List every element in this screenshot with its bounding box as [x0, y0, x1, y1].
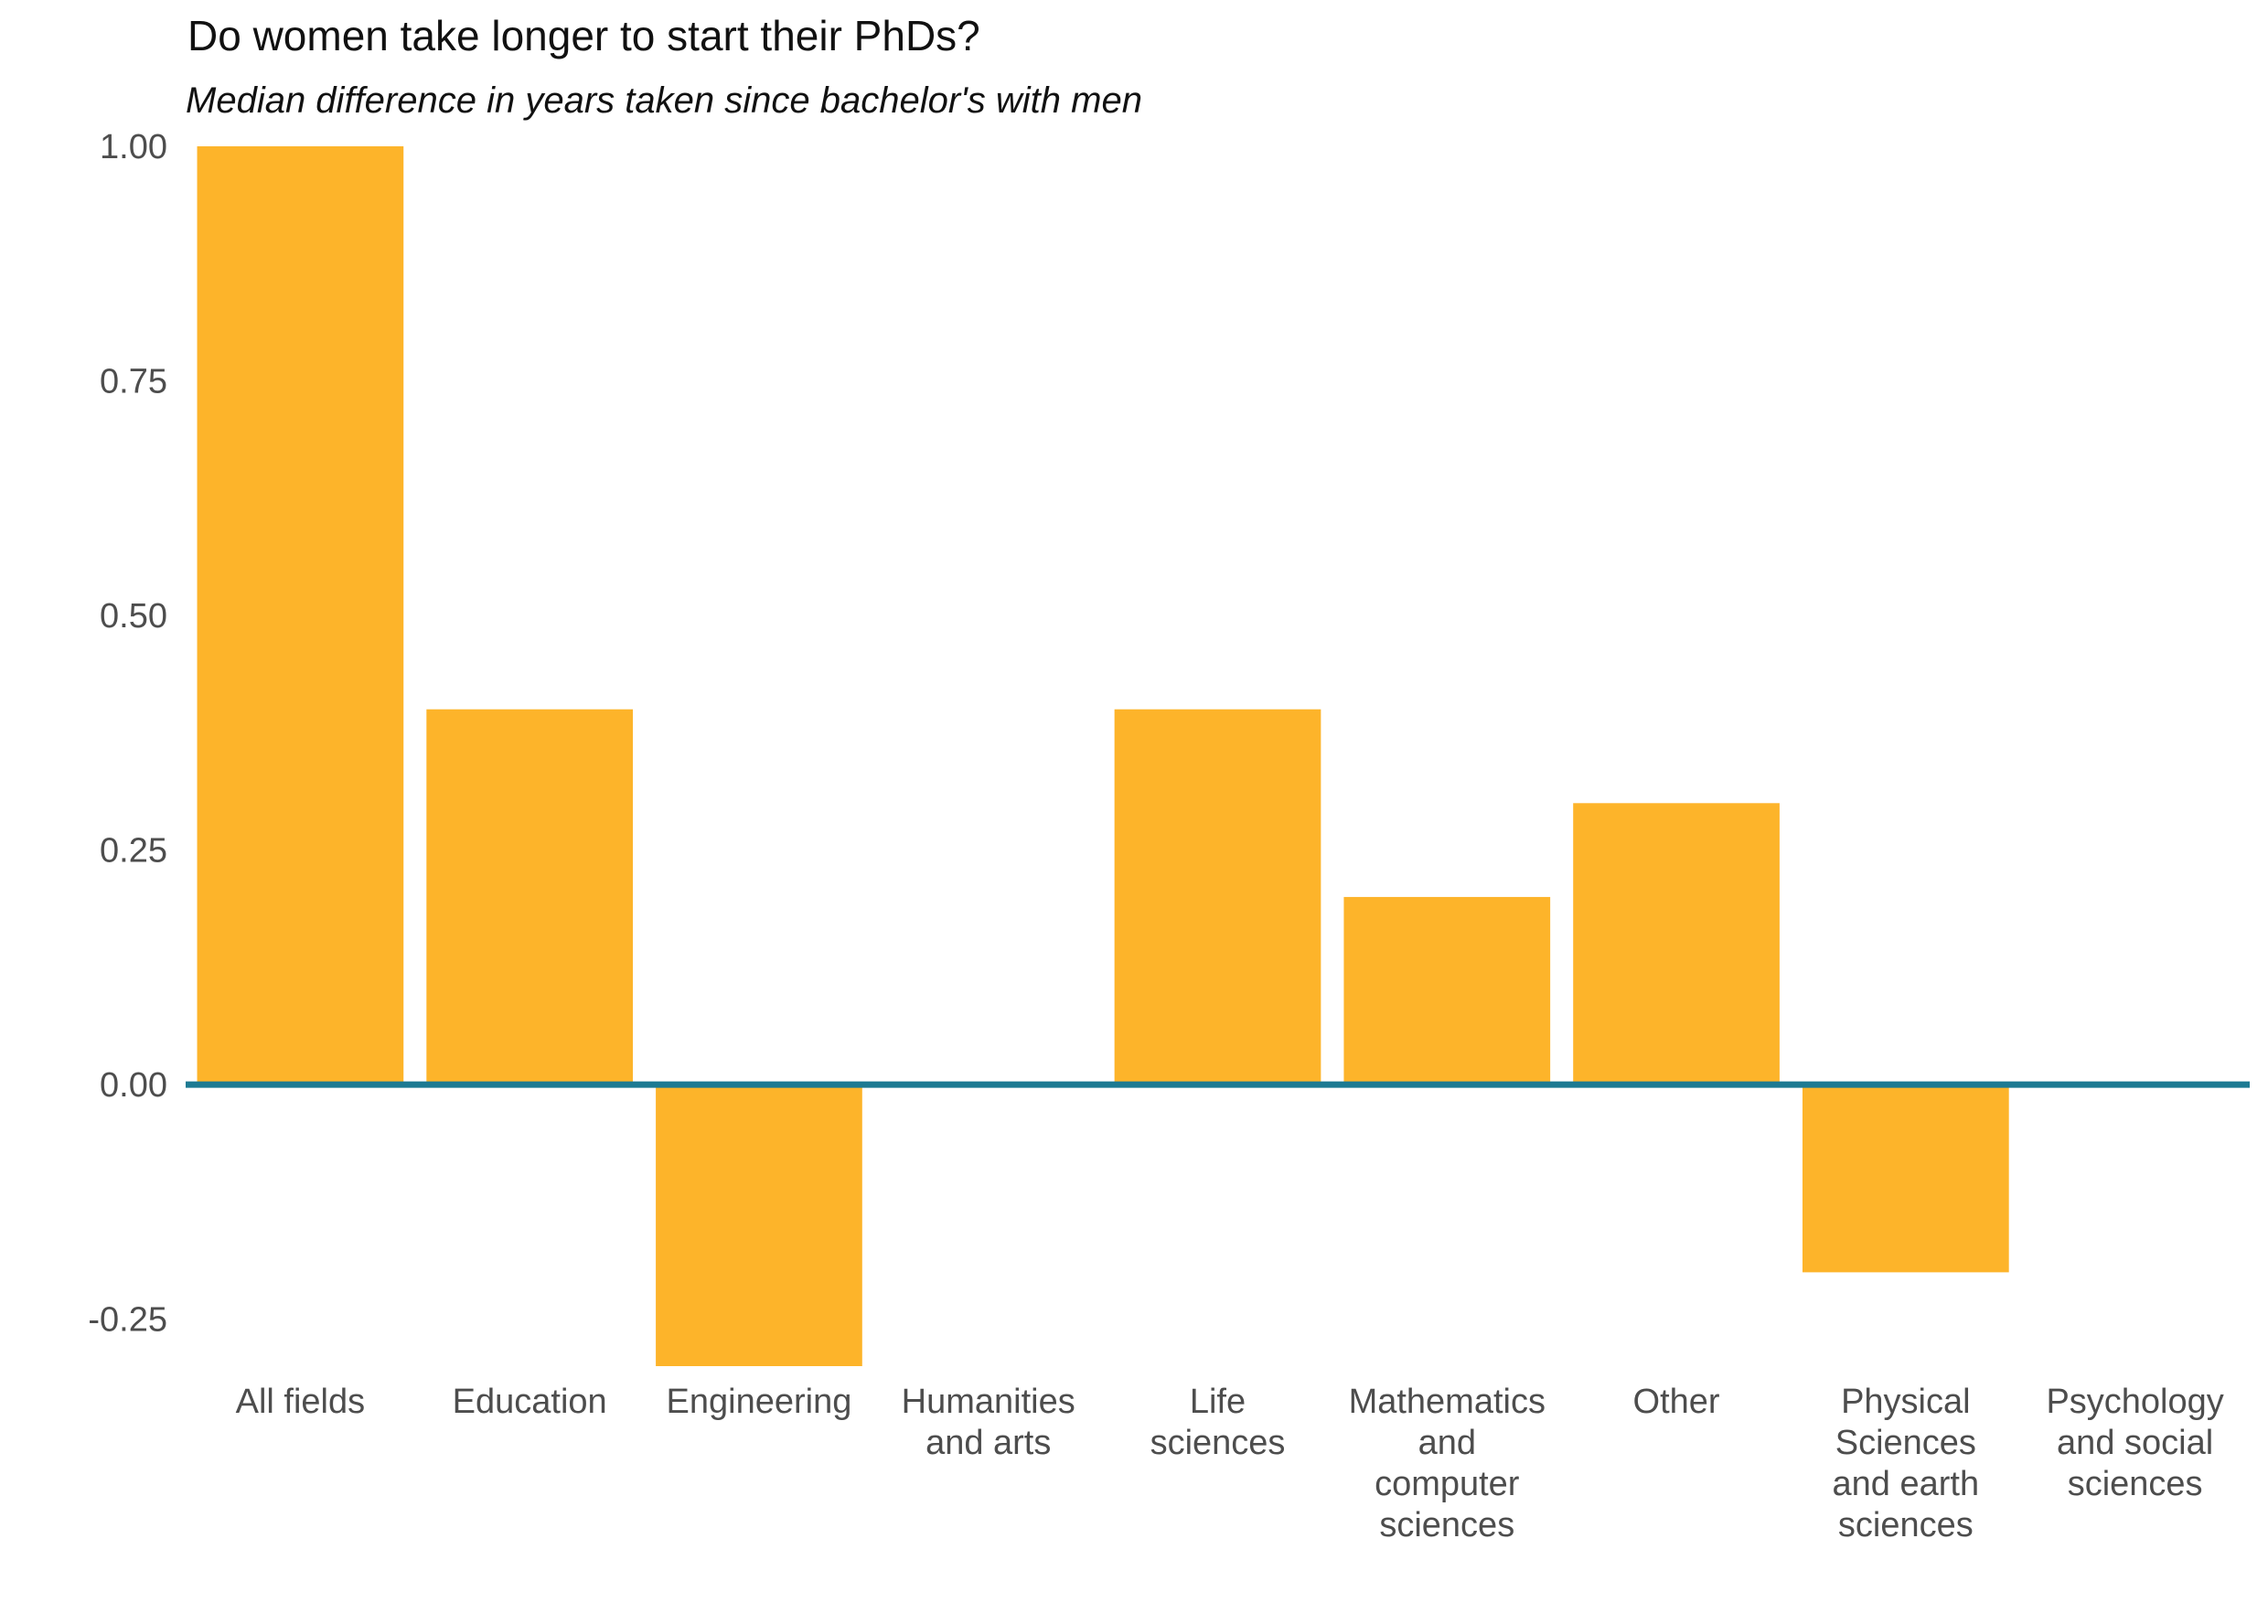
y-tick-label: 0.00 — [100, 1066, 167, 1105]
x-tick-label: All fields — [236, 1383, 366, 1421]
x-tick-label-line: and arts — [925, 1424, 1051, 1462]
y-tick-label: 0.25 — [100, 832, 167, 871]
y-axis-tick-labels: 1.00 0.75 0.50 0.25 0.00 -0.25 — [88, 128, 167, 1340]
x-tick-label-line: Physical — [1841, 1383, 1971, 1421]
x-tick-label: Life sciences — [1150, 1383, 1286, 1462]
x-tick-label-line: and earth — [1833, 1465, 1980, 1503]
x-tick-label: Physical Sciences and earth sciences — [1833, 1383, 1980, 1544]
x-tick-label: Engineering — [667, 1383, 852, 1421]
x-tick-label-line: sciences — [1379, 1506, 1514, 1544]
bars-group — [197, 146, 2009, 1366]
x-tick-label-line: computer — [1375, 1465, 1520, 1503]
x-tick-label: Education — [453, 1383, 607, 1421]
x-axis-category-labels: All fields Education Engineering Humanities… — [236, 1383, 2224, 1544]
x-tick-label-line: sciences — [1838, 1506, 1974, 1544]
y-tick-label: 1.00 — [100, 128, 167, 166]
bar — [1573, 803, 1780, 1085]
y-tick-label: -0.25 — [88, 1301, 167, 1340]
x-tick-label: Other — [1633, 1383, 1720, 1421]
y-tick-label: 0.75 — [100, 363, 167, 401]
x-tick-label-line: All fields — [236, 1383, 366, 1421]
x-tick-label: Mathematics and computer sciences — [1349, 1383, 1546, 1544]
x-tick-label-line: Education — [453, 1383, 607, 1421]
x-tick-label-line: Mathematics — [1349, 1383, 1546, 1421]
bar — [426, 709, 634, 1085]
x-tick-label-line: and — [1418, 1424, 1476, 1462]
x-tick-label-line: sciences — [1150, 1424, 1286, 1462]
x-tick-label-line: Humanities — [902, 1383, 1075, 1421]
bar — [1343, 896, 1551, 1085]
x-tick-label: Humanities and arts — [902, 1383, 1075, 1462]
x-tick-label-line: Psychology — [2046, 1383, 2223, 1421]
chart-subtitle: Median difference in years taken since b… — [186, 80, 1142, 121]
x-tick-label-line: Other — [1633, 1383, 1720, 1421]
x-tick-label-line: Life — [1190, 1383, 1246, 1421]
x-tick-label-line: Engineering — [667, 1383, 852, 1421]
y-tick-label: 0.50 — [100, 597, 167, 636]
x-tick-label-line: sciences — [2068, 1465, 2203, 1503]
x-tick-label-line: Sciences — [1835, 1424, 1976, 1462]
bar — [656, 1084, 862, 1366]
x-tick-label-line: and social — [2057, 1424, 2213, 1462]
bar — [1802, 1084, 2009, 1273]
chart-title: Do women take longer to start their PhDs… — [187, 12, 980, 59]
bar — [1114, 709, 1321, 1085]
x-tick-label: Psychology and social sciences — [2046, 1383, 2223, 1503]
bar — [197, 146, 404, 1085]
